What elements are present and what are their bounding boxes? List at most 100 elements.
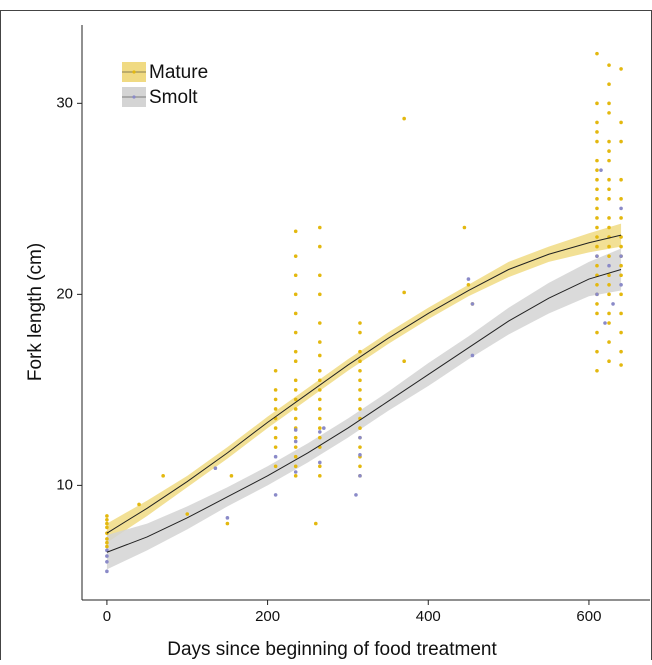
point (105, 517, 109, 522)
point (273, 464, 278, 469)
point (318, 435, 322, 440)
point (607, 359, 611, 364)
point (105, 514, 109, 518)
point (619, 292, 623, 297)
point (595, 158, 599, 163)
point (595, 206, 599, 211)
point (358, 359, 362, 364)
frame (0, 10, 652, 665)
legend-label: Mature (149, 62, 208, 83)
point (293, 349, 298, 354)
point (273, 368, 278, 373)
point (318, 407, 322, 411)
point (293, 454, 298, 459)
point (607, 197, 611, 201)
point (607, 311, 611, 316)
point (607, 63, 611, 67)
point (607, 244, 611, 249)
point (318, 397, 322, 402)
point (619, 273, 623, 278)
point (595, 216, 599, 220)
point (318, 368, 322, 373)
point (225, 521, 230, 526)
point (318, 464, 322, 469)
point (273, 493, 278, 497)
point (595, 330, 599, 335)
point (318, 340, 322, 344)
point (318, 460, 322, 465)
point (358, 349, 362, 354)
point (105, 521, 109, 526)
point (273, 454, 278, 459)
point (293, 311, 298, 316)
point (273, 426, 278, 430)
point (607, 263, 611, 268)
point (595, 302, 599, 306)
point (619, 263, 623, 268)
point (595, 197, 599, 201)
point (358, 330, 362, 335)
point (595, 130, 599, 134)
point (595, 51, 599, 56)
point (466, 277, 471, 281)
point (293, 470, 298, 474)
point (402, 116, 406, 121)
point (595, 187, 599, 192)
point (607, 111, 611, 115)
point (607, 101, 611, 106)
point (213, 466, 218, 470)
point (607, 292, 611, 297)
point (619, 206, 623, 211)
point (322, 426, 326, 430)
point (595, 263, 599, 268)
point (595, 368, 599, 373)
point (318, 426, 322, 430)
point (595, 101, 599, 106)
point (595, 177, 599, 182)
point (607, 149, 611, 153)
point (595, 120, 599, 125)
point (229, 474, 234, 478)
point (607, 340, 611, 344)
legend-label: Smolt (149, 87, 198, 108)
x-tick-label: 600 (576, 608, 601, 625)
point (358, 453, 362, 457)
point (619, 139, 623, 144)
point (462, 225, 467, 230)
point (607, 283, 611, 287)
point (354, 493, 358, 497)
point (293, 416, 298, 421)
point (358, 474, 362, 478)
point (293, 254, 298, 258)
point (161, 474, 165, 478)
point (293, 464, 298, 469)
point (466, 283, 471, 287)
point (293, 388, 298, 392)
point (273, 397, 278, 402)
point (607, 82, 611, 87)
point (595, 244, 599, 249)
point (137, 502, 141, 507)
point (595, 235, 599, 239)
fit-line (106, 234, 622, 534)
point (105, 544, 109, 549)
point (293, 435, 298, 440)
point (619, 67, 623, 71)
point (293, 428, 298, 432)
point (607, 273, 611, 278)
y-tick-label: 20 (56, 285, 73, 302)
point (273, 388, 278, 392)
point (607, 177, 611, 182)
point (595, 254, 599, 258)
point (603, 321, 607, 325)
point (105, 559, 109, 564)
point (595, 292, 599, 297)
point (611, 302, 615, 306)
point (402, 290, 406, 295)
point (607, 321, 611, 325)
point (318, 474, 322, 478)
point (358, 388, 362, 392)
point (105, 554, 109, 558)
point (358, 368, 362, 373)
point (273, 445, 278, 449)
